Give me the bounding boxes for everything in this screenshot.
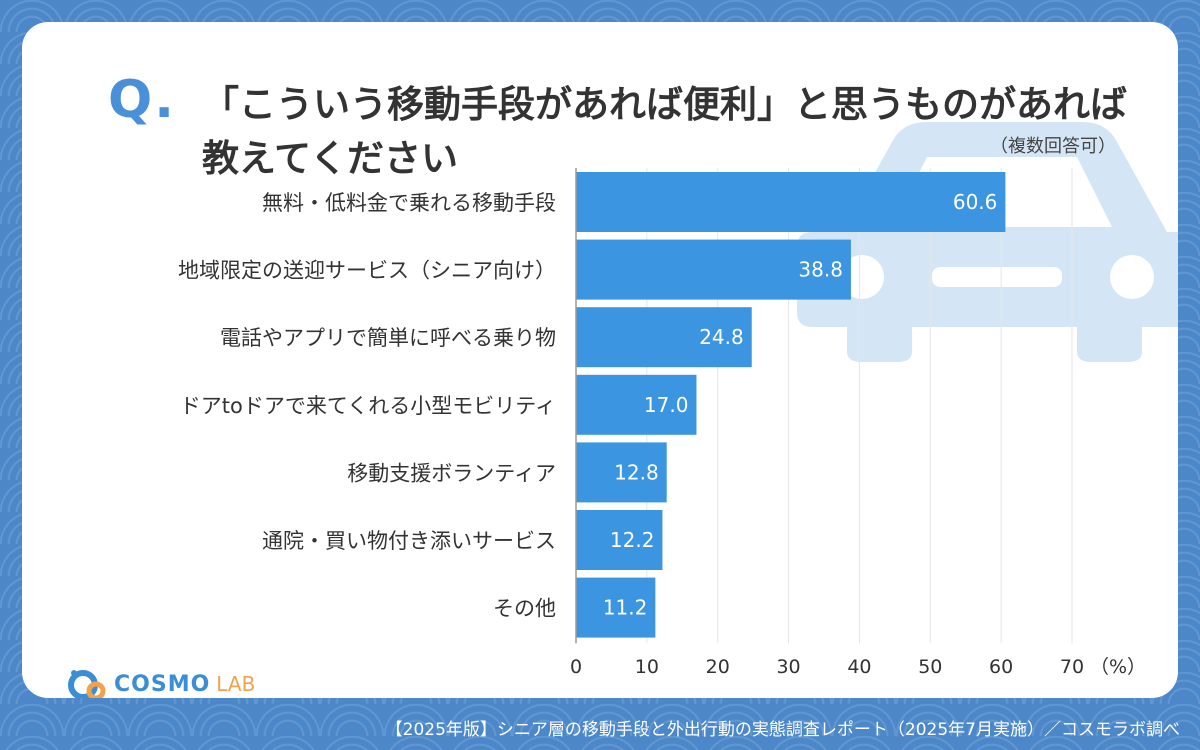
logo-sub-text: LAB	[216, 672, 256, 696]
bar	[576, 374, 697, 435]
x-tick-label: 10	[635, 656, 659, 678]
category-label: 無料・低料金で乗れる移動手段	[262, 191, 556, 215]
x-tick-label: 0	[570, 656, 582, 678]
source-footer: 【2025年版】シニア層の移動手段と外出行動の実態調査レポート（2025年7月実…	[385, 720, 1180, 740]
category-label: 電話やアプリで簡単に呼べる乗り物	[220, 326, 556, 350]
bar-value-label: 24.8	[699, 325, 744, 349]
bar-value-label: 12.2	[610, 528, 655, 552]
bar	[576, 239, 851, 300]
category-label: その他	[493, 597, 556, 621]
bar-value-label: 38.8	[798, 258, 843, 282]
category-label: 通院・買い物付き添いサービス	[262, 529, 556, 553]
bar-value-label: 11.2	[603, 596, 648, 620]
bar	[576, 577, 656, 638]
x-tick-label: 40	[847, 656, 871, 678]
bar-value-label: 60.6	[953, 190, 998, 214]
bar-chart: 0 10 20 30 40 50 60 70 （%） 60.6 無料・低料金で乗れる移動手段 38.8…	[178, 168, 1146, 678]
question-mark-label: Q.	[108, 70, 176, 130]
logo-main-text: COSMO	[114, 671, 211, 697]
bar	[576, 510, 663, 570]
chart-card: Q. 「こういう移動手段があれば便利」と思うものがあれば教えてください （複数回…	[22, 22, 1178, 698]
bar-value-label: 17.0	[644, 393, 689, 417]
x-tick-label: 70	[1060, 656, 1084, 678]
x-tick-label: 20	[706, 656, 730, 678]
logo-mark-icon	[68, 670, 106, 698]
x-tick-label: 30	[776, 656, 800, 678]
bar	[576, 307, 752, 368]
bar	[576, 172, 1006, 232]
page-title: 「こういう移動手段があれば便利」と思うものがあれば教えてください	[202, 83, 1127, 180]
category-label: 地域限定の送迎サービス（シニア向け）	[178, 259, 556, 283]
cosmo-lab-logo: COSMO LAB	[68, 667, 255, 698]
x-unit-label: （%）	[1090, 656, 1146, 678]
x-tick-label: 50	[918, 656, 942, 678]
category-label: 移動支援ボランティア	[347, 461, 556, 485]
multiple-answer-note: （複数回答可）	[990, 136, 1116, 157]
bar	[576, 442, 667, 503]
category-label: ドアtoドアで来てくれる小型モビリティ	[180, 394, 556, 418]
bar-value-label: 12.8	[614, 460, 659, 484]
x-tick-label: 60	[989, 656, 1013, 678]
